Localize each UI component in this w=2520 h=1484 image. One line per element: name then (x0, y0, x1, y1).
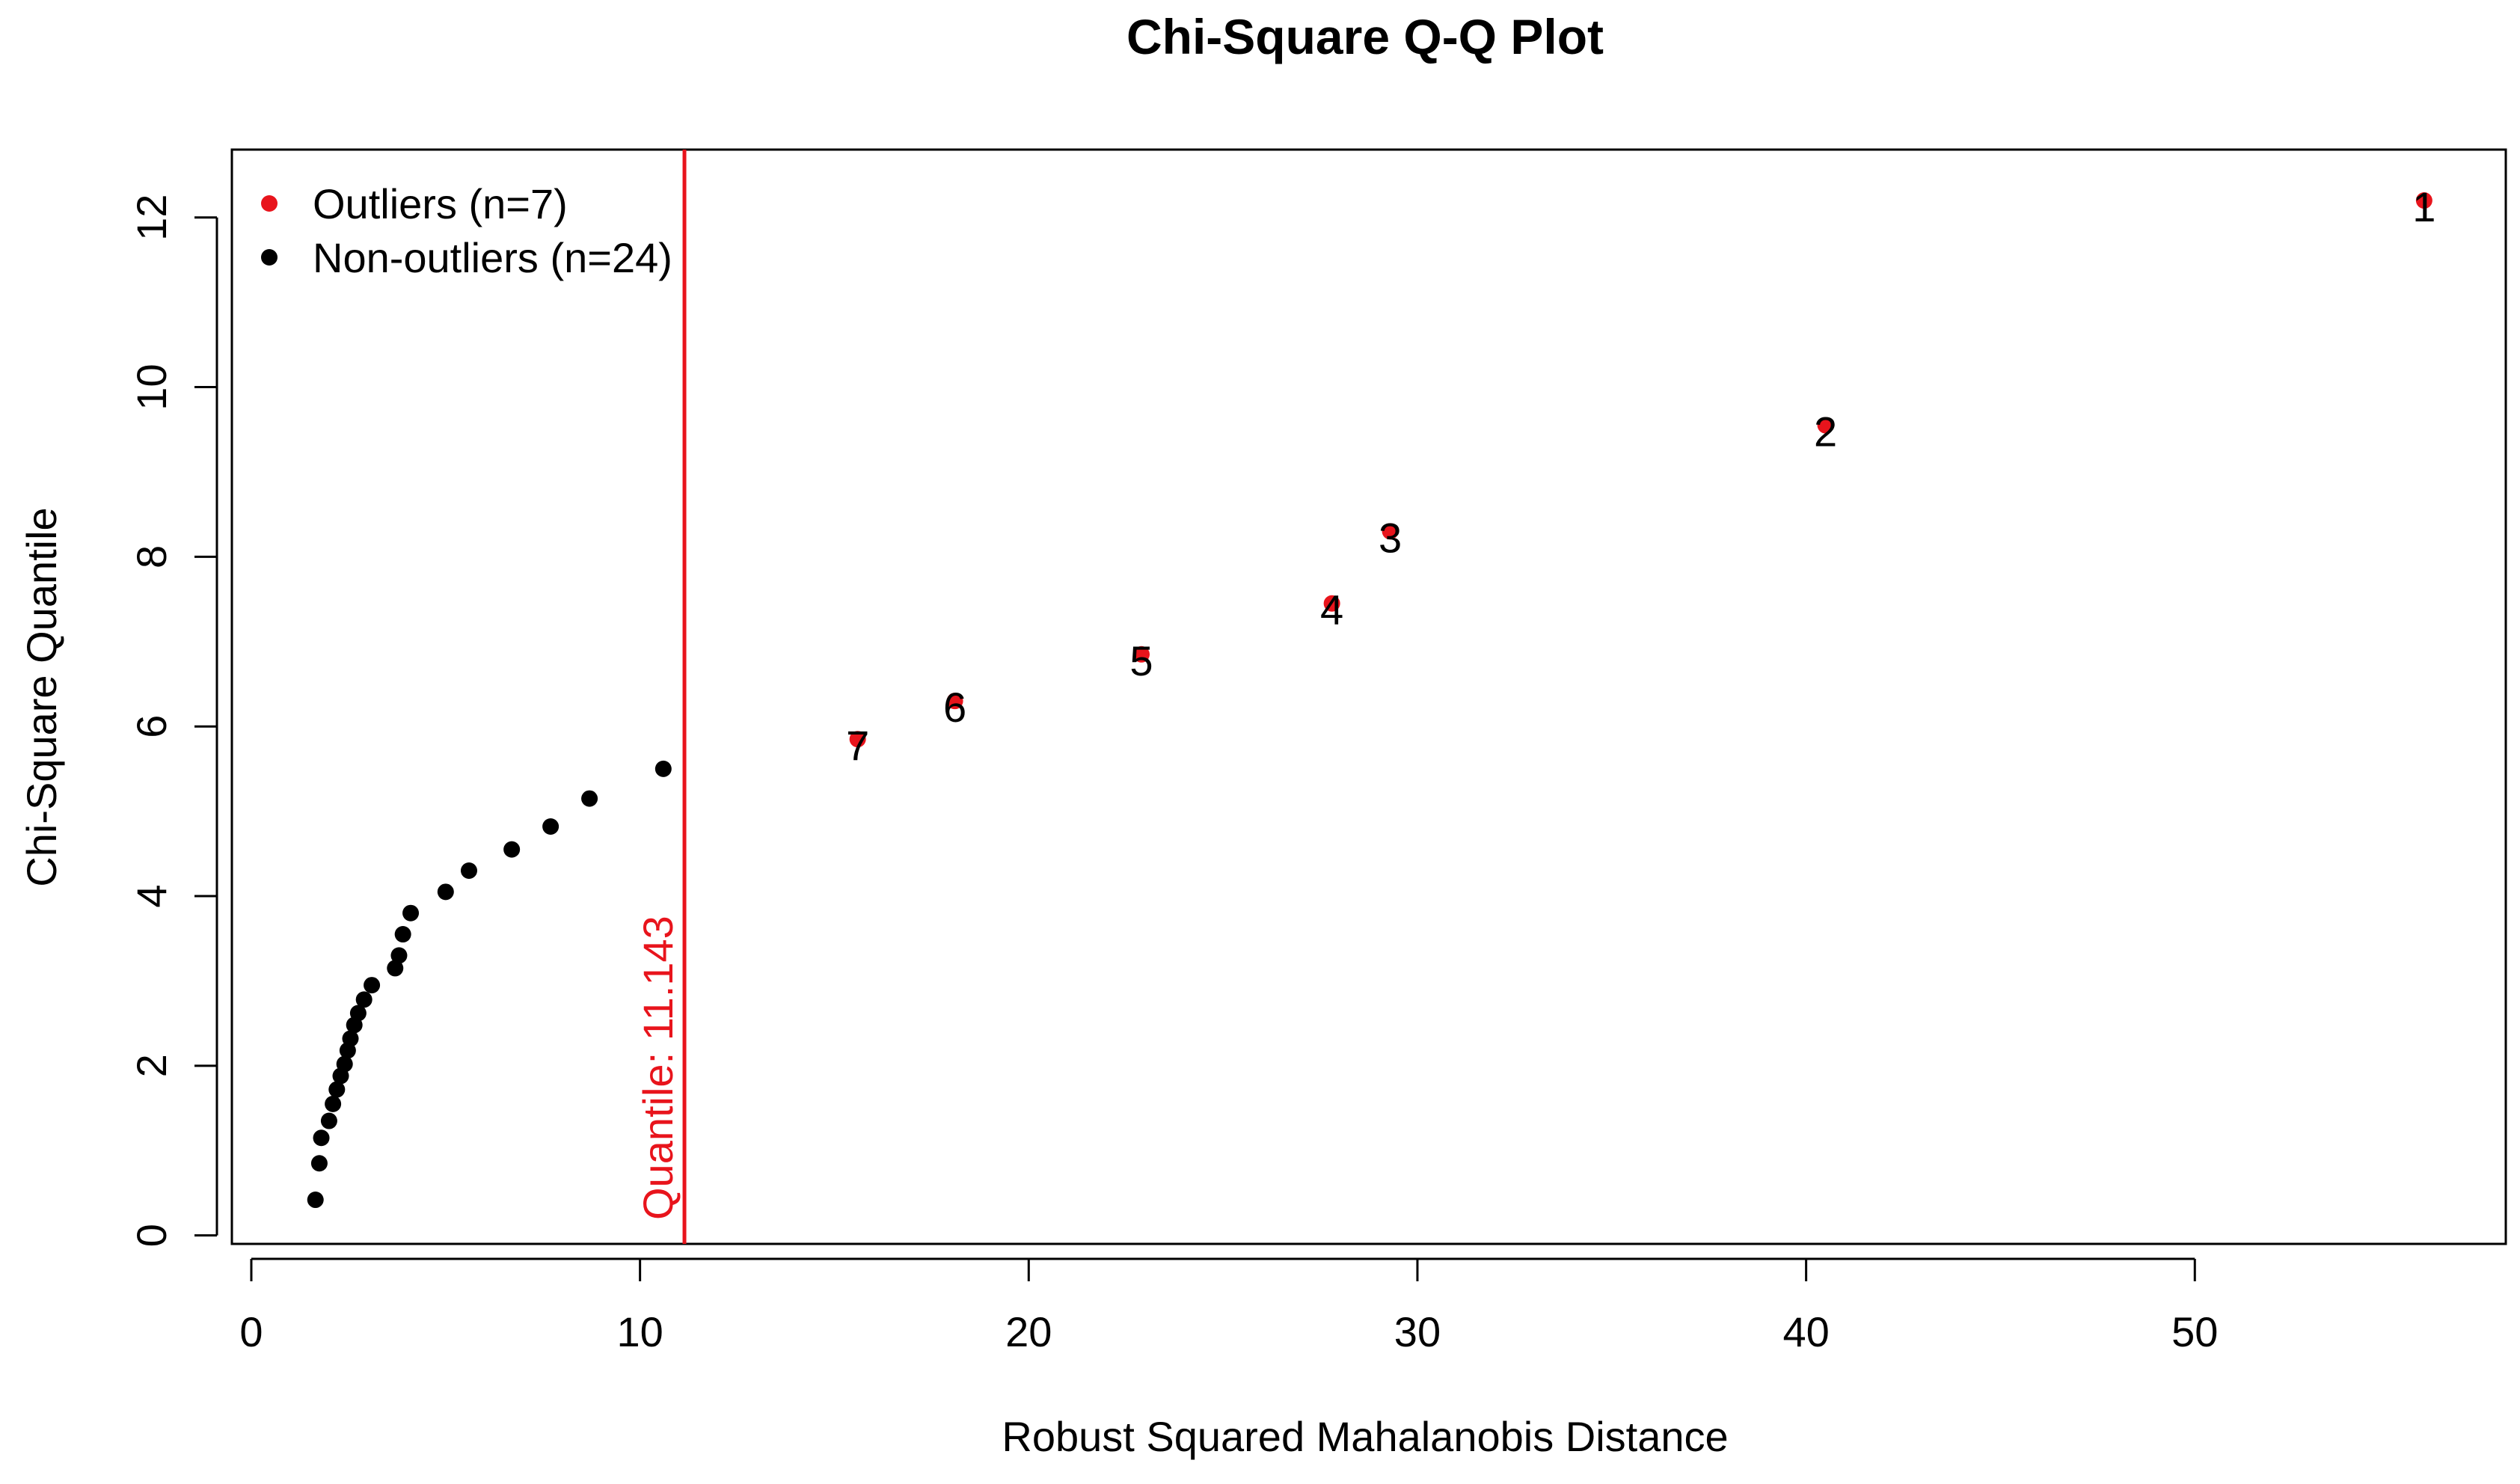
non-outlier-point (325, 1095, 342, 1112)
plot-frame (230, 148, 2507, 1245)
cutoff-label: Quantile: 11.143 (634, 916, 681, 1220)
non-outlier-point (581, 790, 598, 807)
x-tick-label: 40 (1782, 1308, 1829, 1355)
non-outlier-point (402, 904, 420, 922)
x-tick-label: 0 (239, 1308, 263, 1355)
non-outlier-point (355, 991, 373, 1008)
outlier-label: 4 (1320, 586, 1343, 634)
non-outlier-point (437, 883, 454, 901)
x-tick-label: 50 (2171, 1308, 2218, 1355)
non-outlier-point (390, 947, 408, 964)
non-outlier-point (654, 760, 672, 777)
non-outlier-point (307, 1192, 324, 1209)
chart-title: Chi-Square Q-Q Plot (1126, 9, 1604, 64)
non-outlier-point (387, 960, 404, 977)
outlier-label: 5 (1129, 637, 1153, 684)
non-outlier-point (313, 1129, 330, 1147)
y-axis: 0 2 4 6 8 10 12 (128, 194, 218, 1247)
non-outlier-point (342, 1030, 359, 1047)
non-outlier-point (394, 926, 411, 943)
non-outlier-point (349, 1005, 367, 1022)
points-layer: 1 2 34 5 6 7 (307, 183, 2435, 1209)
y-tick-label: 4 (128, 884, 175, 907)
legend: Outliers (n=7) Non-outliers (n=24) (261, 180, 672, 281)
outlier-point (1382, 523, 1399, 540)
legend-swatch (261, 249, 278, 266)
y-tick-label: 12 (128, 194, 175, 241)
non-outlier-point (328, 1081, 346, 1098)
outlier-label: 7 (846, 722, 869, 769)
x-axis: 0 10 20 30 40 50 (239, 1257, 2218, 1355)
non-outlier-point (503, 841, 521, 858)
y-axis-label: Chi-Square Quantile (18, 507, 65, 886)
legend-label: Non-outliers (n=24) (313, 234, 672, 281)
legend-swatch (261, 195, 278, 212)
outlier-label: 6 (943, 684, 966, 731)
x-tick-label: 30 (1394, 1308, 1441, 1355)
outlier-point (2415, 192, 2432, 209)
y-tick-label: 2 (128, 1054, 175, 1077)
y-tick-label: 0 (128, 1224, 175, 1247)
outlier-point (1323, 595, 1340, 612)
cutoff-group: Quantile: 11.143 (634, 150, 687, 1244)
y-tick-label: 10 (128, 364, 175, 410)
outlier-point (1133, 646, 1150, 663)
outlier-point (946, 693, 963, 710)
non-outlier-point (364, 977, 381, 994)
non-outlier-point (320, 1112, 337, 1129)
y-tick-label: 6 (128, 715, 175, 738)
non-outlier-point (460, 862, 477, 879)
non-outlier-point (310, 1155, 328, 1172)
outlier-label: 1 (2412, 183, 2435, 230)
non-outlier-point (542, 818, 560, 835)
non-outlier-point (336, 1055, 353, 1073)
outlier-label: 3 (1379, 514, 1402, 561)
y-tick-label: 8 (128, 545, 175, 568)
outlier-point (849, 731, 866, 748)
x-tick-label: 20 (1005, 1308, 1052, 1355)
legend-label: Outliers (n=7) (313, 180, 568, 227)
outlier-point (1817, 417, 1834, 434)
x-tick-label: 10 (616, 1308, 663, 1355)
outlier-label: 2 (1814, 408, 1837, 456)
x-axis-label: Robust Squared Mahalanobis Distance (1002, 1413, 1728, 1460)
